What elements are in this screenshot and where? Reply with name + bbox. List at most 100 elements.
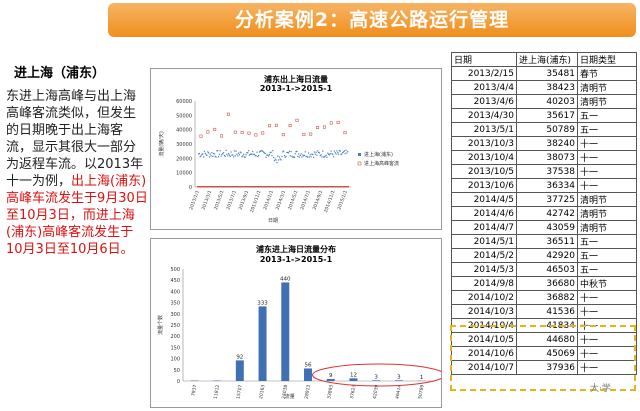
row-flow: 36882	[516, 290, 578, 305]
y-tick-label: 20000	[176, 156, 192, 162]
peak-point	[226, 112, 230, 116]
data-point	[267, 154, 269, 156]
data-point	[331, 153, 333, 155]
data-point	[264, 152, 266, 155]
title-banner: 分析案例2：高速公路运行管理	[108, 3, 636, 37]
data-point	[316, 154, 318, 156]
y-tick-label: 500	[170, 267, 180, 273]
data-point	[239, 151, 241, 153]
peak-point	[322, 125, 326, 129]
data-point	[228, 152, 230, 155]
data-point	[209, 153, 211, 155]
chart2-title: 浦东进上海日流量分布	[256, 245, 336, 254]
data-point	[219, 150, 221, 152]
data-point	[234, 155, 236, 157]
row-flow: 38073	[516, 150, 578, 165]
data-point	[313, 156, 315, 159]
row-date: 2014/5/2	[451, 248, 517, 263]
data-point	[306, 155, 308, 157]
data-point	[199, 156, 201, 158]
data-point	[246, 152, 248, 154]
legend-label: 进上海(浦东)	[364, 151, 393, 158]
data-point	[314, 153, 316, 155]
bar	[235, 360, 244, 381]
data-point	[200, 155, 202, 157]
table-row: 2014/10/5 44680 十一	[451, 332, 637, 347]
data-point	[216, 150, 218, 152]
data-point	[274, 158, 276, 160]
data-point	[258, 151, 261, 153]
row-date: 2014/5/1	[451, 234, 517, 249]
table-row: 2013/10/6 36334 十一	[451, 178, 637, 193]
data-point	[230, 151, 232, 153]
data-point	[238, 152, 240, 154]
bar	[258, 306, 267, 381]
row-type: 清明节	[577, 94, 637, 109]
data-point	[223, 154, 226, 157]
table-row: 2013/10/4 38073 十一	[451, 150, 637, 165]
data-point	[277, 155, 279, 157]
peak-point	[302, 132, 306, 136]
data-point	[279, 158, 281, 160]
data-point	[319, 154, 321, 157]
x-tick-label: 2014/9/1	[312, 190, 325, 211]
data-point	[345, 149, 347, 152]
data-point	[293, 156, 295, 158]
row-type: 十一	[577, 150, 637, 165]
data-point	[324, 155, 326, 157]
bar-data-label: 12	[350, 372, 357, 378]
highlight-oval	[312, 363, 441, 387]
peak-point	[254, 133, 258, 137]
data-point	[299, 154, 301, 157]
y-tick-label: 10000	[176, 171, 192, 177]
data-point	[294, 153, 296, 155]
table-row: 2013/5/1 50789 五一	[451, 122, 637, 137]
row-flow: 35617	[516, 108, 578, 123]
y-axis-label: 流量(辆/天)	[158, 131, 165, 157]
daily-flow-scatter-chart: 浦东出上海日流量 2013-1->2015-1 0 10000 20000 30000…	[150, 68, 442, 230]
y-tick-label: 150	[170, 345, 180, 351]
data-point	[204, 152, 206, 154]
data-point	[273, 160, 276, 162]
data-point	[262, 150, 264, 152]
x-tick-label: 2014/1/1	[262, 190, 275, 211]
data-point	[243, 156, 246, 158]
table-row: 2013/2/15 35481 春节	[451, 66, 637, 81]
row-type: 五一	[577, 248, 637, 263]
peak-point	[336, 120, 340, 124]
data-point	[325, 154, 327, 156]
y-tick-label: 0	[189, 185, 192, 191]
y-tick-label: 30000	[176, 142, 192, 148]
row-type: 十一	[577, 136, 637, 151]
data-point	[241, 155, 243, 158]
x-tick-label: 42039	[372, 384, 380, 399]
data-point	[346, 152, 348, 154]
data-point	[258, 154, 260, 157]
bar	[326, 378, 335, 381]
row-type: 五一	[577, 122, 637, 137]
data-point	[224, 155, 226, 157]
data-point	[332, 153, 334, 156]
row-date: 2013/10/3	[451, 136, 517, 151]
row-type: 十一	[577, 178, 637, 193]
bar-data-label: 3	[397, 374, 401, 380]
data-point	[208, 152, 210, 154]
data-point	[252, 150, 254, 153]
data-point	[309, 154, 311, 156]
data-point	[312, 153, 314, 156]
row-flow: 37725	[516, 192, 578, 207]
data-point	[263, 151, 265, 153]
peak-point	[247, 131, 251, 135]
data-point	[236, 153, 238, 155]
data-point	[334, 152, 336, 154]
chart2-subtitle: 2013-1->2015-1	[259, 255, 333, 264]
row-type: 清明节	[577, 220, 637, 235]
x-tick-label: 2014/11/1	[323, 190, 337, 214]
col-flow: 进上海(浦东)	[516, 52, 578, 67]
table-header-row: 日期 进上海(浦东) 日期类型	[451, 52, 637, 67]
peak-point	[288, 124, 292, 127]
table-row: 2014/5/2 42920 五一	[451, 248, 637, 263]
x-tick-label: 7937	[190, 384, 198, 396]
data-point	[254, 155, 256, 157]
data-point	[278, 156, 281, 158]
